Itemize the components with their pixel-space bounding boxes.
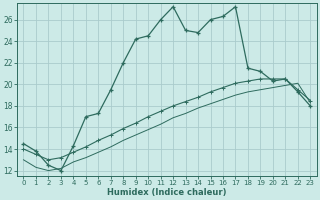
X-axis label: Humidex (Indice chaleur): Humidex (Indice chaleur) [107,188,227,197]
